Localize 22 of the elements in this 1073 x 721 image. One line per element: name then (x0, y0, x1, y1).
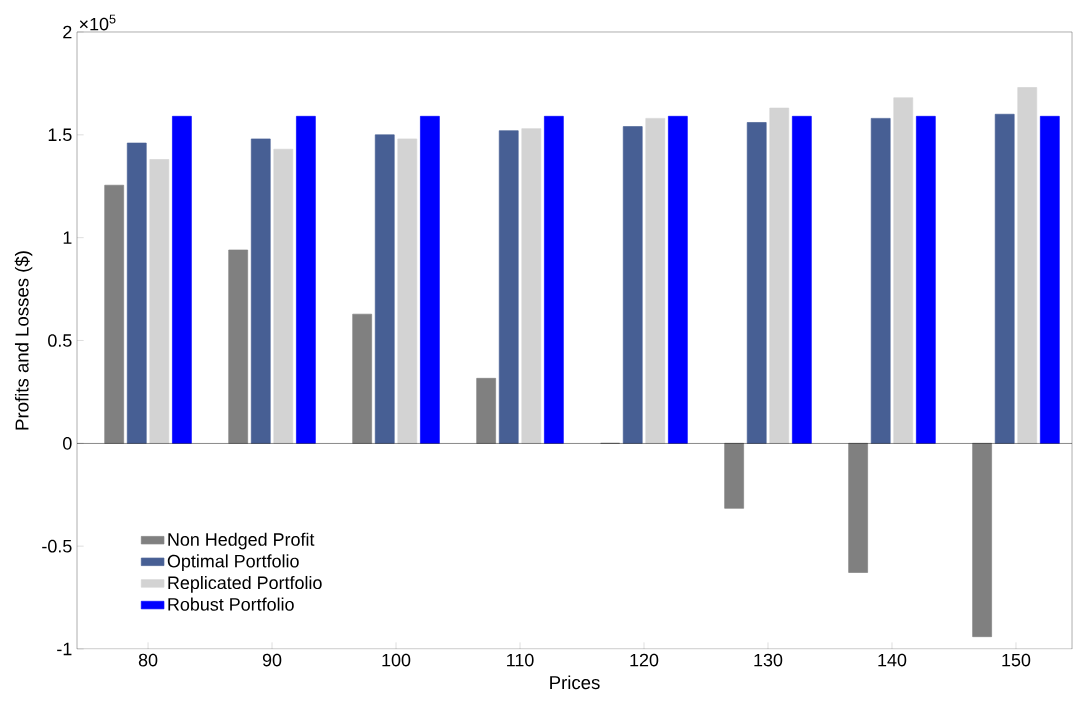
x-tick-label: 150 (1002, 653, 1031, 667)
y-tick-label: 0 (63, 436, 72, 450)
y-tick-label: 0.5 (48, 334, 72, 347)
x-axis-title: Prices (550, 675, 600, 690)
x-tick-label: 90 (262, 653, 282, 667)
text: ×10$^{5}$ (79, 14, 116, 31)
y-tick-label: -0.5 (42, 539, 72, 553)
y-tick-label: 2 (63, 25, 72, 39)
legend-label: Replicated Portfolio (168, 575, 322, 593)
x-tick-label: 140 (878, 653, 907, 667)
y-tick-label: 1.5 (48, 128, 72, 142)
legend-label: Robust Portfolio (168, 597, 294, 611)
x-tick-label: 80 (138, 653, 158, 667)
x-tick-label: 110 (507, 653, 534, 667)
x-tick-label: 120 (630, 653, 659, 667)
legend-label: Non Hedged Profit (168, 532, 315, 550)
y-tick-label: 1 (63, 231, 72, 244)
y-axis-title: Profits and Losses ($) (14, 251, 33, 430)
x-tick-label: 130 (754, 653, 783, 667)
y-tick-label: -1 (57, 642, 72, 656)
legend-label: Optimal Portfolio (167, 554, 299, 572)
x-tick-label: 100 (382, 653, 411, 667)
